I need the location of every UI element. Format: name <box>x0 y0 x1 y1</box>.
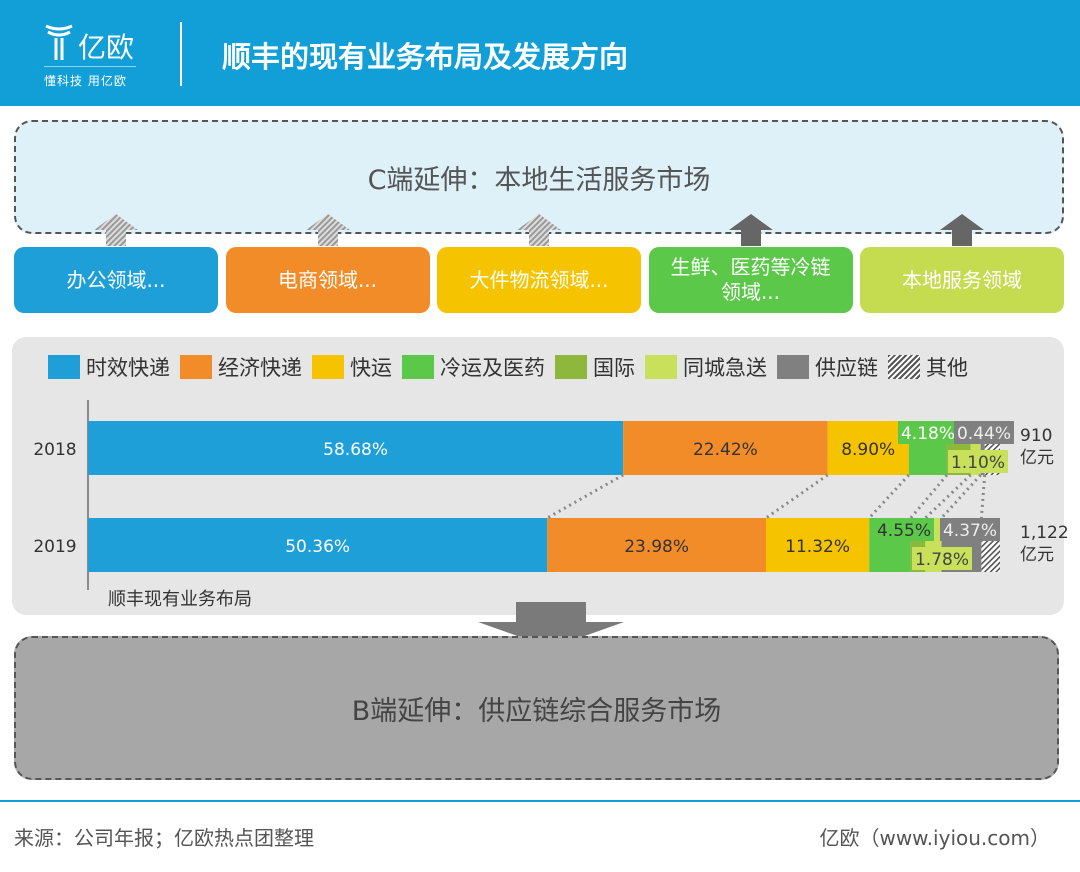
data-label-background <box>948 450 1008 473</box>
domain-label: 大件物流领域... <box>469 267 609 292</box>
stacked-bar-chart: 2018 58.68% 22.42% 8.90% 4.18% 1.10% 0.44% 910 亿… <box>33 400 1069 610</box>
solid-up-arrow-icon <box>940 214 984 246</box>
legend-item: 快运 <box>312 352 392 382</box>
legend-swatch <box>402 355 434 379</box>
bar-segment <box>623 421 828 475</box>
connector-line <box>924 473 972 520</box>
hatched-up-arrow-icon <box>517 214 561 246</box>
logo-divider <box>44 66 136 67</box>
connector-line <box>868 473 910 520</box>
footer-divider <box>0 800 1080 802</box>
data-label-background <box>954 421 1014 444</box>
data-label: 11.32% <box>785 537 850 557</box>
legend-item: 经济快递 <box>180 352 302 382</box>
hatched-up-arrow-icon <box>305 214 350 246</box>
domain-label: 生鲜、医药等冷链领域... <box>670 255 831 304</box>
domain-box-2: 大件物流领域... <box>437 247 641 313</box>
bar-segment <box>765 518 870 572</box>
chart-caption: 顺丰现有业务布局 <box>108 589 252 610</box>
c-end-market-box: C端延伸：本地生活服务市场 <box>14 120 1064 234</box>
legend-label: 时效快递 <box>86 356 170 380</box>
data-label: 4.18% <box>901 424 955 444</box>
data-label-background <box>898 421 958 444</box>
bar-segment <box>827 421 909 475</box>
data-label: 58.68% <box>323 440 388 460</box>
hatched-up-arrow-icon <box>94 214 138 246</box>
legend-swatch <box>180 355 212 379</box>
data-label: 4.55% <box>877 521 931 541</box>
legend-label: 快运 <box>350 356 392 380</box>
data-label-background <box>940 518 1000 541</box>
data-label: 4.37% <box>943 521 997 541</box>
domain-box-0: 办公领域... <box>14 247 218 313</box>
source-note: 来源：公司年报；亿欧热点团整理 <box>14 826 314 850</box>
data-label: 23.98% <box>624 537 689 557</box>
data-label: 22.42% <box>693 440 758 460</box>
legend-label: 冷运及医药 <box>440 356 545 380</box>
legend-item: 供应链 <box>777 352 878 382</box>
domain-label: 电商领域... <box>277 267 378 292</box>
legend-swatch <box>777 355 809 379</box>
legend-item: 时效快递 <box>48 352 170 382</box>
domain-box-4: 本地服务领域 <box>860 247 1064 313</box>
c-end-label: C端延伸：本地生活服务市场 <box>367 164 711 196</box>
legend-label: 同城急送 <box>683 356 767 380</box>
yiou-logo-icon <box>45 24 73 60</box>
page-title: 顺丰的现有业务布局及发展方向 <box>222 40 629 74</box>
site-credit: 亿欧（www.iyiou.com） <box>819 826 1050 850</box>
b-end-market-box: B端延伸：供应链综合服务市场 <box>14 636 1059 780</box>
legend-swatch <box>555 355 587 379</box>
category-label: 2019 <box>33 537 76 557</box>
legend-item: 其他 <box>888 352 968 382</box>
bar-segment <box>88 421 624 475</box>
bar-segment <box>970 421 981 475</box>
data-label: 8.90% <box>841 440 895 460</box>
legend-item: 国际 <box>555 352 635 382</box>
legend-item: 同城急送 <box>645 352 767 382</box>
legend-label: 供应链 <box>815 356 878 380</box>
b-end-label: B端延伸：供应链综合服务市场 <box>351 695 722 727</box>
legend-swatch <box>312 355 344 379</box>
legend-label: 其他 <box>926 356 968 380</box>
data-label-background <box>874 518 934 541</box>
category-label: 2018 <box>33 440 76 460</box>
data-label: 1.10% <box>951 453 1005 473</box>
data-label-background <box>912 547 972 570</box>
logo-text: 亿欧 <box>78 31 135 64</box>
connector-line <box>765 473 829 520</box>
data-label: 0.44% <box>957 424 1011 444</box>
legend-swatch <box>888 355 920 379</box>
chart-legend: 时效快递 经济快递 快运 冷运及医药 国际 同城急送 供应链 其他 <box>48 352 968 382</box>
legend-label: 经济快递 <box>218 356 302 380</box>
down-arrow-icon <box>478 602 624 648</box>
data-label: 50.36% <box>285 537 350 557</box>
legend-item: 冷运及医药 <box>402 352 545 382</box>
connector-line <box>546 473 624 520</box>
domain-box-1: 电商领域... <box>225 247 430 313</box>
connector-line <box>979 474 987 519</box>
legend-swatch <box>48 355 80 379</box>
domain-box-3: 生鲜、医药等冷链领域... <box>648 247 853 313</box>
bar-segment <box>547 518 766 572</box>
connector-line <box>909 474 949 519</box>
domain-label: 本地服务领域 <box>902 267 1022 292</box>
solid-up-arrow-icon <box>728 214 773 246</box>
logo-slogan: 懂科技 用亿欧 <box>44 74 127 88</box>
bar-segment <box>980 421 985 475</box>
header-separator <box>180 22 182 86</box>
total-label: 1,122 亿元 <box>1020 523 1069 565</box>
connector-line <box>940 473 982 520</box>
legend-swatch <box>645 355 677 379</box>
bar-segment <box>88 518 548 572</box>
domain-label: 办公领域... <box>66 267 166 292</box>
total-label: 910 亿元 <box>1020 426 1054 468</box>
data-label: 1.78% <box>915 550 969 570</box>
legend-label: 国际 <box>593 356 635 380</box>
